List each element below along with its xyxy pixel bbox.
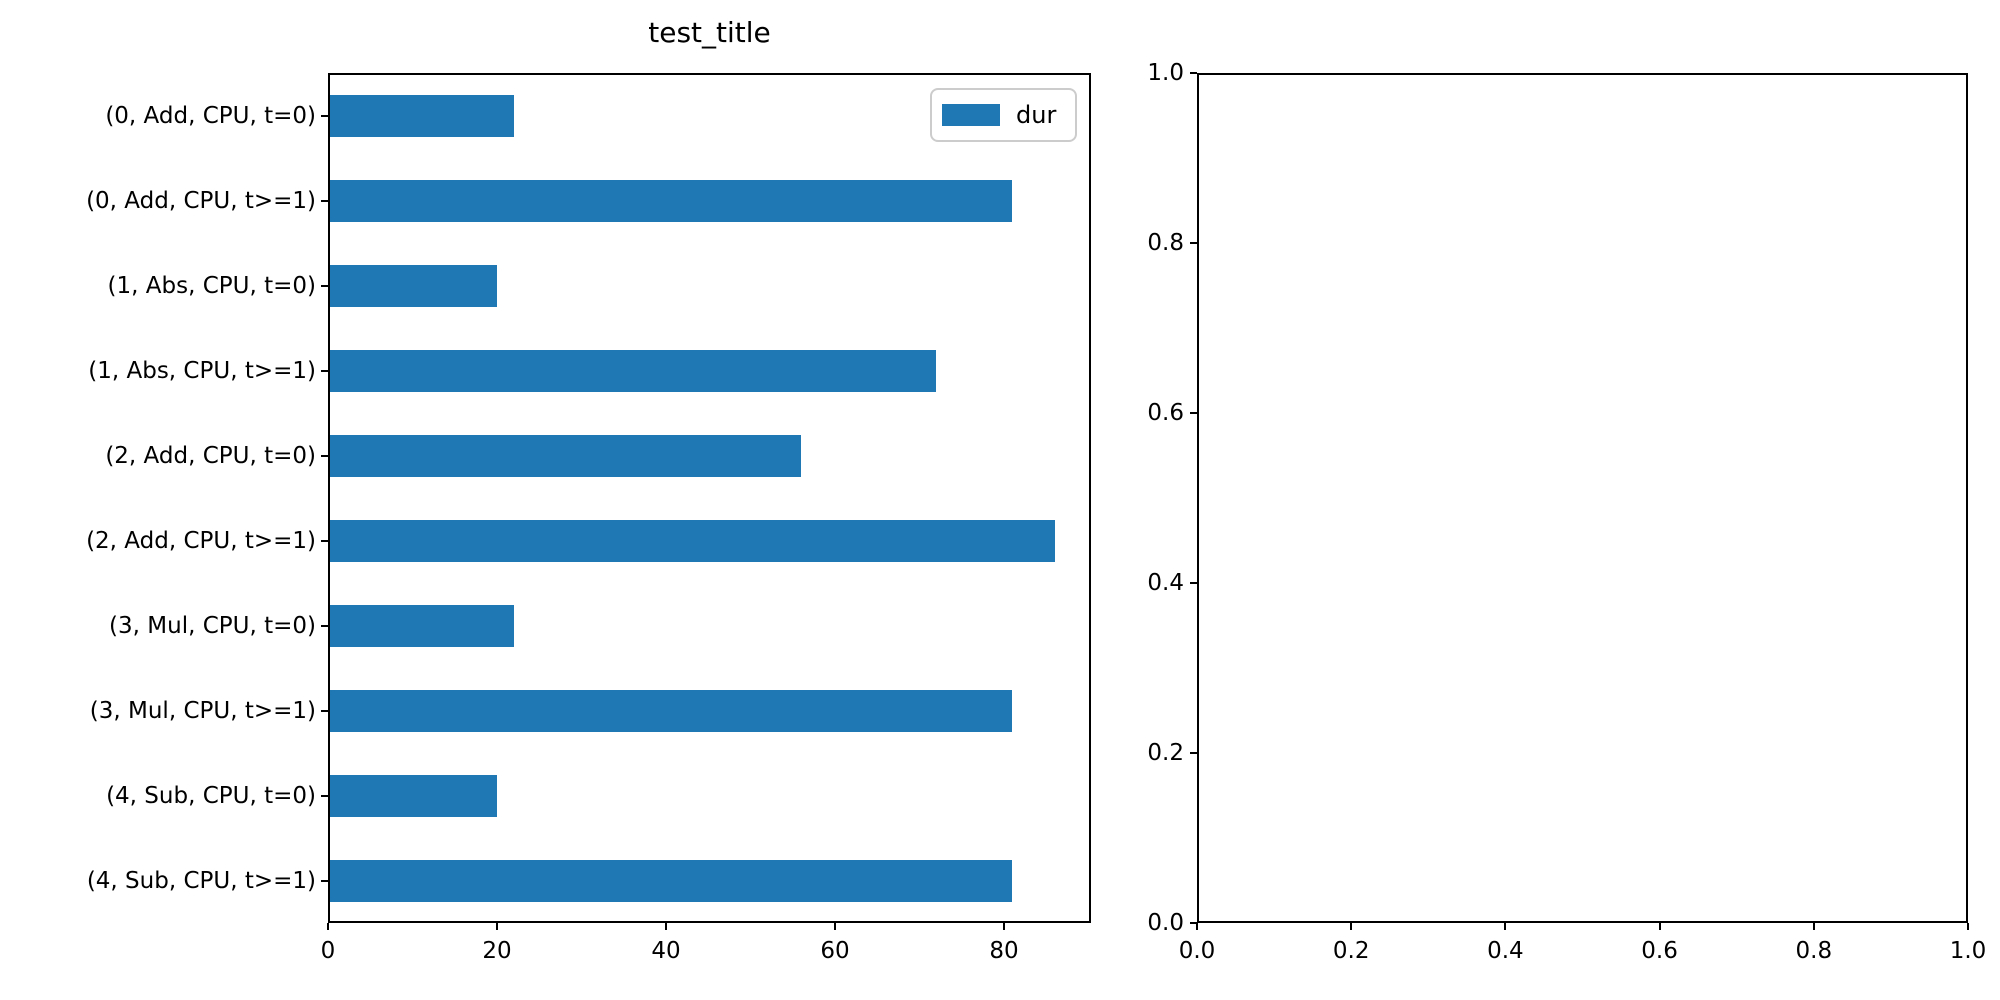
x-tick-label: 0.6 <box>1641 938 1678 964</box>
x-tick-mark <box>1196 923 1198 930</box>
y-category-label: (4, Sub, CPU, t>=1) <box>86 867 316 894</box>
legend-swatch-dur <box>942 104 1000 126</box>
y-category-label: (1, Abs, CPU, t>=1) <box>88 357 316 384</box>
x-tick-mark <box>1812 923 1815 930</box>
bar-0 <box>328 94 514 137</box>
y-category-label: (1, Abs, CPU, t=0) <box>107 272 316 299</box>
x-tick-label: 0.8 <box>1795 938 1833 964</box>
empty-axes <box>1197 73 1968 923</box>
bar-8 <box>328 774 497 817</box>
y-category-label: (3, Mul, CPU, t=0) <box>109 612 316 639</box>
y-category-label: (2, Add, CPU, t=0) <box>105 442 316 469</box>
y-tick-label: 0.4 <box>1147 570 1184 596</box>
x-tick-mark <box>495 923 498 930</box>
y-tick-label: 0.2 <box>1147 740 1184 766</box>
y-category-label: (0, Add, CPU, t=0) <box>105 102 316 129</box>
y-tick-label: 1.0 <box>1147 60 1184 86</box>
y-tick-mark <box>1190 412 1197 414</box>
legend-label-dur: dur <box>1016 101 1057 129</box>
y-tick-label: 0.6 <box>1147 400 1184 426</box>
y-tick-mark <box>321 199 328 202</box>
y-tick-label: 0.8 <box>1147 230 1184 256</box>
y-tick-mark <box>321 114 328 117</box>
x-tick-label: 0.0 <box>1178 938 1216 964</box>
y-tick-mark <box>1190 242 1197 244</box>
x-tick-mark <box>1658 923 1661 930</box>
x-tick-mark <box>1002 923 1005 930</box>
y-category-label: (3, Mul, CPU, t>=1) <box>89 697 316 724</box>
x-tick-mark <box>664 923 667 930</box>
bar-chart-axes <box>328 73 1091 923</box>
y-tick-mark <box>321 454 328 457</box>
x-tick-mark <box>327 923 329 930</box>
y-tick-mark <box>1190 72 1197 74</box>
x-tick-label: 0 <box>320 938 336 964</box>
x-tick-mark <box>1350 923 1353 930</box>
y-category-label: (4, Sub, CPU, t=0) <box>106 782 316 809</box>
y-tick-mark <box>321 709 328 712</box>
x-tick-label: 20 <box>482 938 512 964</box>
x-tick-label: 0.2 <box>1332 938 1370 964</box>
x-tick-mark <box>1504 923 1507 930</box>
y-tick-mark <box>321 369 328 372</box>
bar-4 <box>328 434 802 477</box>
bar-7 <box>328 689 1013 732</box>
y-category-label: (2, Add, CPU, t>=1) <box>86 527 316 554</box>
y-tick-mark <box>321 284 328 287</box>
y-tick-label: 0.0 <box>1147 910 1184 936</box>
chart-title: test_title <box>648 16 771 49</box>
y-tick-mark <box>321 624 328 627</box>
y-tick-mark <box>1190 752 1197 754</box>
y-tick-mark <box>321 794 328 797</box>
y-tick-mark <box>321 879 328 882</box>
bar-9 <box>328 859 1013 902</box>
bar-5 <box>328 519 1055 562</box>
y-tick-mark <box>1190 922 1197 924</box>
bar-2 <box>328 264 497 307</box>
y-tick-mark <box>1190 582 1197 584</box>
x-tick-label: 40 <box>651 938 681 964</box>
x-tick-mark <box>833 923 836 930</box>
x-tick-label: 1.0 <box>1949 938 1987 964</box>
y-category-label: (0, Add, CPU, t>=1) <box>86 187 316 214</box>
bar-1 <box>328 179 1013 222</box>
x-tick-mark <box>1967 923 1969 930</box>
x-tick-label: 0.4 <box>1487 938 1524 964</box>
y-tick-mark <box>321 539 328 542</box>
x-tick-label: 60 <box>820 938 850 964</box>
bar-6 <box>328 604 514 647</box>
legend: dur <box>930 88 1077 142</box>
bar-3 <box>328 349 937 392</box>
x-tick-label: 80 <box>989 938 1019 964</box>
